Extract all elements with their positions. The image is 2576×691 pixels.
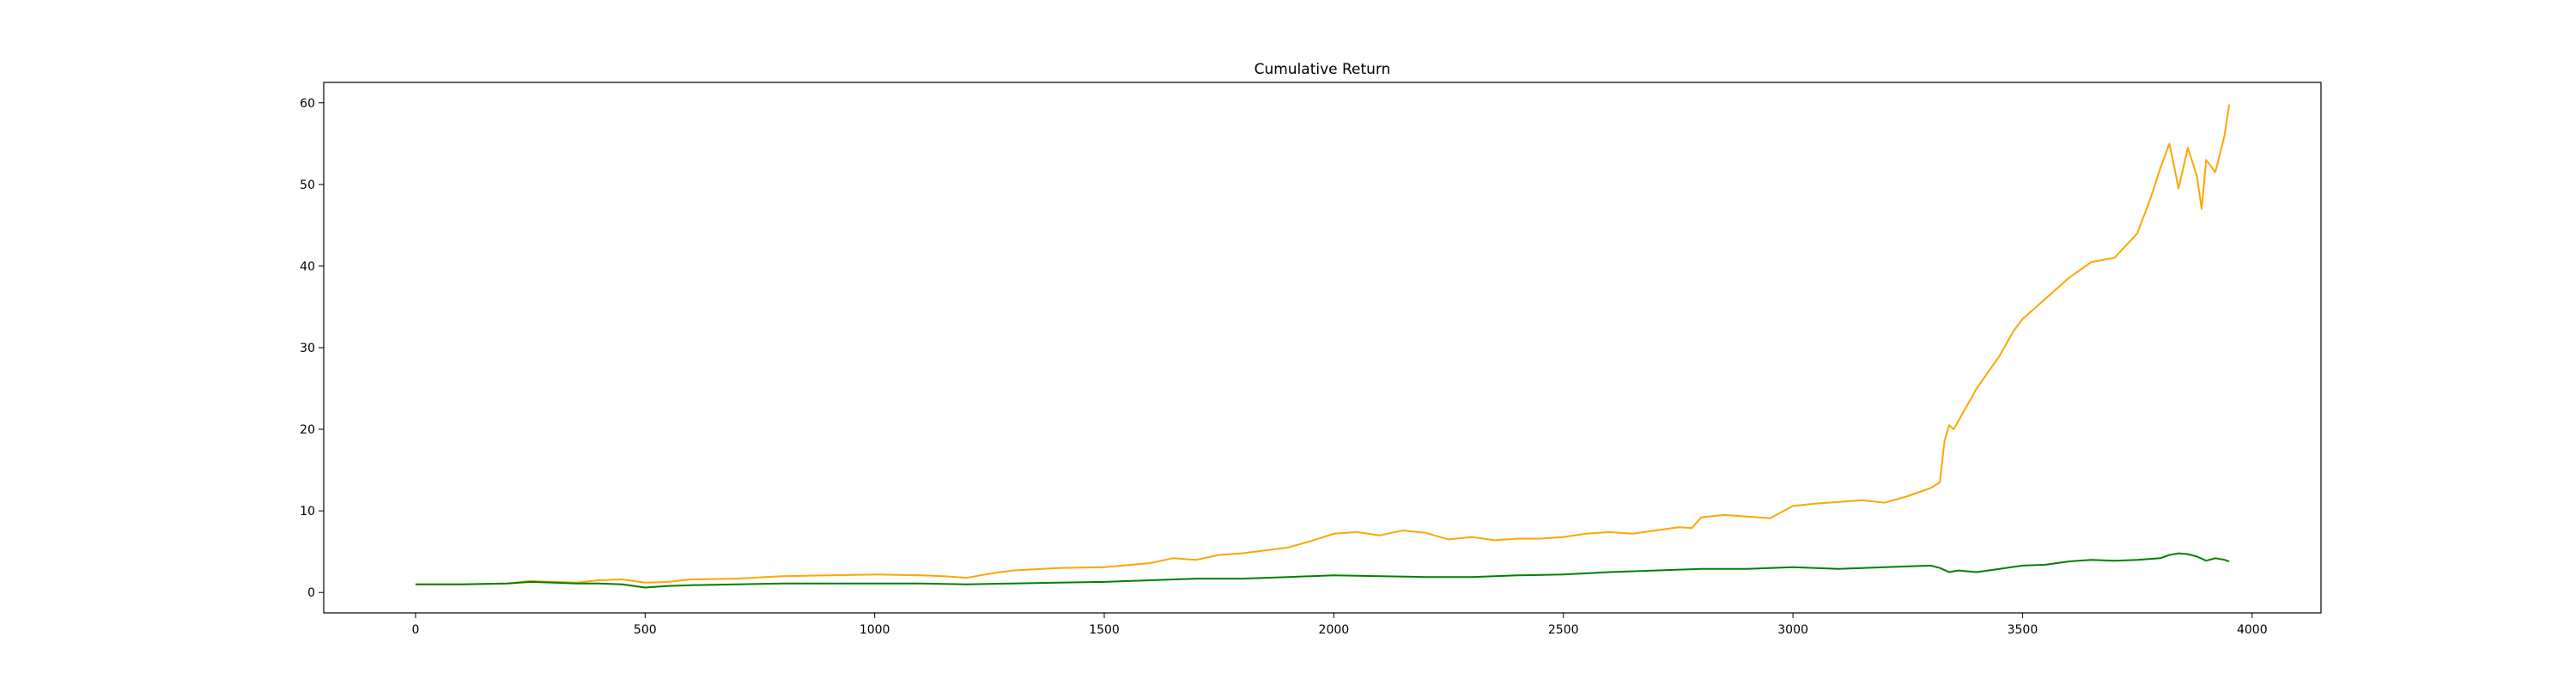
x-tick-label: 3000 — [1777, 623, 1808, 637]
x-tick-label: 1000 — [860, 623, 890, 637]
series-line-1 — [415, 552, 2230, 589]
y-tick-label: 60 — [300, 97, 315, 111]
x-tick-label: 0 — [411, 623, 419, 637]
x-tick-label: 500 — [634, 623, 657, 637]
y-axis: 0 10 20 30 40 50 60 — [300, 97, 324, 600]
x-axis: 0 500 1000 1500 2000 2500 3000 3500 4000 — [411, 613, 2268, 637]
y-tick-label: 30 — [300, 342, 315, 355]
x-tick-label: 2000 — [1319, 623, 1350, 637]
y-tick-label: 20 — [300, 423, 315, 437]
x-tick-label: 2500 — [1548, 623, 1579, 637]
y-tick-label: 50 — [300, 179, 315, 192]
x-tick-label: 1500 — [1089, 623, 1120, 637]
x-tick-label: 3500 — [2008, 623, 2038, 637]
chart-title: Cumulative Return — [1255, 61, 1391, 78]
y-tick-label: 10 — [300, 505, 315, 518]
x-tick-label: 4000 — [2237, 623, 2268, 637]
series-line-0 — [415, 104, 2231, 585]
y-tick-label: 40 — [300, 260, 315, 274]
series-layer — [415, 104, 2231, 589]
plot-frame — [323, 82, 2322, 614]
y-tick-label: 0 — [307, 586, 315, 600]
